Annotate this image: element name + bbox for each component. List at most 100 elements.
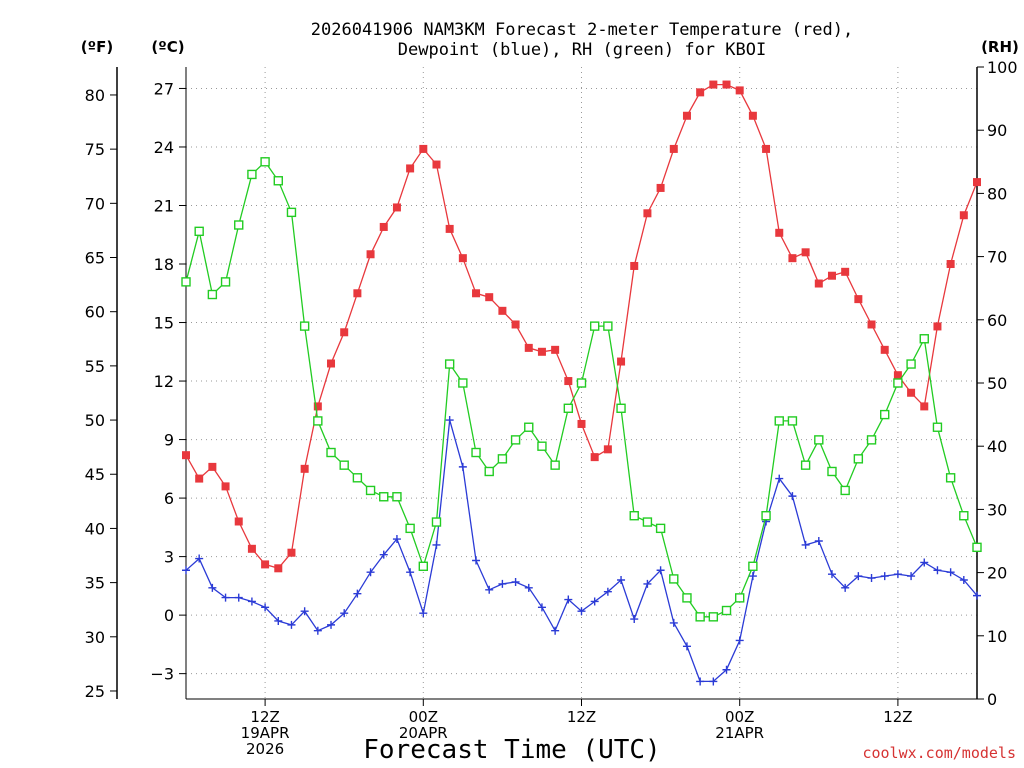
2-meter-temperature-point	[630, 261, 639, 270]
2-meter-temperature-point	[327, 359, 336, 368]
2-meter-temperature-point	[696, 88, 705, 97]
rh-point	[840, 485, 850, 496]
2-meter-temperature-point	[959, 211, 968, 220]
fahrenheit-tick-label: 30	[85, 628, 105, 647]
celsius-tick-label: 27	[154, 79, 174, 98]
dewpoint-point	[406, 568, 415, 577]
celsius-tick-label: 18	[154, 255, 174, 274]
2-meter-temperature-point	[432, 160, 441, 169]
2-meter-temperature-point	[234, 517, 243, 526]
2-meter-temperature-point	[603, 445, 612, 454]
2-meter-temperature-point	[682, 111, 691, 120]
x-tick-label: 19APR	[241, 724, 290, 742]
rh-point	[616, 403, 626, 413]
fahrenheit-tick-label: 80	[85, 86, 105, 105]
dewpoint-point	[933, 566, 942, 575]
rh-point	[444, 359, 455, 369]
dewpoint-point	[893, 570, 902, 579]
rh-point	[563, 403, 574, 413]
2-meter-temperature-point	[537, 347, 546, 356]
rh-point	[497, 454, 508, 464]
rh-point	[945, 473, 956, 483]
rh-tick-label: 100	[987, 58, 1018, 77]
rh-point	[379, 492, 389, 502]
2-meter-temperature-point	[340, 328, 349, 337]
rh-point	[194, 226, 204, 237]
x-tick-label: 12Z	[250, 708, 279, 726]
2-meter-temperature-point	[775, 228, 784, 237]
chart-title-line-1: 2026041906 NAM3KM Forecast 2-meter Tempe…	[311, 20, 853, 40]
rh-point	[735, 593, 745, 603]
2-meter-temperature-point	[392, 203, 401, 212]
rh-point	[299, 321, 310, 331]
2-meter-temperature-point	[485, 293, 494, 302]
rh-point	[181, 277, 191, 287]
dewpoint-point	[195, 554, 204, 563]
rh-point	[893, 378, 903, 388]
dewpoint-point	[722, 665, 731, 674]
dewpoint-point	[880, 572, 889, 581]
rh-point	[418, 561, 428, 571]
2-meter-temperature-point	[379, 222, 388, 231]
2-meter-temperature-point	[880, 345, 889, 354]
dewpoint-point	[907, 572, 916, 581]
dewpoint-point	[920, 558, 929, 567]
dewpoint-point	[841, 583, 850, 592]
rh-point	[458, 378, 468, 388]
2-meter-temperature-point	[907, 388, 916, 397]
rh-point	[853, 454, 864, 464]
2-meter-temperature-point	[300, 464, 309, 473]
dewpoint-point	[458, 462, 467, 471]
rh-point	[286, 207, 297, 218]
rh-unit-label: (RH)	[981, 38, 1019, 56]
celsius-tick-label: 3	[164, 548, 174, 567]
axes: 25 30 35 40 45 50 55 60 65 70 75 80 −3 0 3 6 9 12 15 18 21 24…	[85, 58, 1018, 758]
2-meter-temperature-point	[854, 295, 863, 304]
rh-point	[260, 157, 270, 167]
celsius-tick-label: 21	[154, 196, 174, 215]
2-meter-temperature-point	[564, 377, 573, 386]
rh-point	[932, 422, 943, 432]
fahrenheit-tick-label: 75	[85, 140, 105, 159]
rh-point	[273, 176, 283, 186]
2-meter-temperature-point	[287, 548, 296, 557]
dewpoint-point	[973, 591, 981, 600]
celsius-tick-label: 6	[164, 489, 174, 508]
rh-point	[642, 517, 653, 527]
rh-point	[220, 277, 231, 287]
fahrenheit-tick-label: 60	[85, 303, 105, 322]
dewpoint-point	[208, 583, 217, 592]
2-meter-temperature-point	[472, 289, 481, 298]
rh-point	[919, 334, 929, 344]
celsius-tick-label: −3	[150, 665, 174, 684]
2-meter-temperature-point	[498, 306, 507, 315]
2-meter-temperature-point	[920, 402, 929, 411]
rh-point	[906, 359, 916, 369]
rh-point	[866, 435, 877, 445]
2-meter-temperature-point	[195, 474, 204, 483]
rh-point	[207, 289, 218, 300]
celsius-tick-label: 12	[154, 372, 174, 391]
2-meter-temperature-point	[221, 482, 230, 491]
dewpoint-point	[603, 587, 612, 596]
rh-tick-label: 70	[987, 248, 1007, 267]
data-series	[181, 80, 982, 686]
dewpoint-point	[445, 416, 454, 425]
2-meter-temperature-point	[762, 144, 771, 153]
2-meter-temperature-point	[656, 183, 665, 192]
2-meter-temperature-point	[893, 371, 902, 380]
rh-tick-label: 0	[987, 690, 997, 709]
2-meter-temperature-point	[867, 320, 876, 329]
rh-point	[326, 447, 336, 458]
rh-point	[484, 466, 494, 477]
2-meter-temperature-point	[419, 144, 428, 153]
dewpoint-point	[485, 585, 494, 594]
rh-tick-label: 40	[987, 437, 1007, 456]
rh-tick-label: 60	[987, 311, 1007, 330]
x-tick-label: 12Z	[567, 708, 596, 726]
dewpoint-point	[511, 577, 520, 586]
rh-point	[959, 511, 969, 521]
rh-tick-label: 50	[987, 374, 1007, 393]
rh-tick-label: 30	[987, 500, 1007, 519]
celsius-tick-label: 9	[164, 431, 174, 450]
